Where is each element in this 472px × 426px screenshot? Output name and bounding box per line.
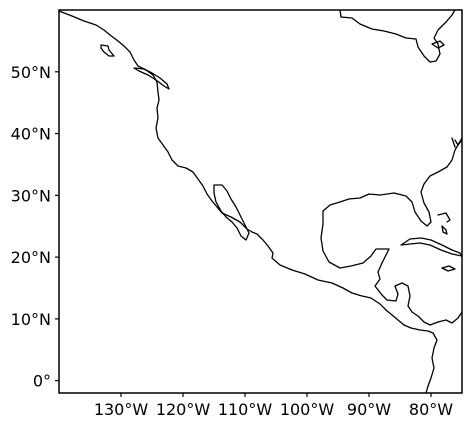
- jamaica: [441, 265, 456, 272]
- james-bay-island: [431, 40, 445, 49]
- x-tick-label: 130°W: [94, 400, 149, 419]
- x-tick-label: 80°W: [409, 400, 453, 419]
- haida-gwaii: [100, 44, 115, 57]
- y-tick-label: 10°N: [11, 310, 51, 329]
- map-frame: [58, 9, 463, 394]
- pacific-coastline: [59, 10, 438, 393]
- x-tick-label: 120°W: [156, 400, 211, 419]
- cuba: [400, 237, 462, 257]
- hudson-bay-coast: [339, 10, 456, 63]
- gulf-coast: [320, 137, 462, 302]
- x-tick-label: 110°W: [218, 400, 273, 419]
- x-tick-label: 100°W: [280, 400, 335, 419]
- y-tick-label: 0°: [33, 372, 51, 391]
- vancouver-island: [133, 67, 170, 90]
- coastlines: [59, 10, 462, 393]
- caribbean-coast: [394, 282, 462, 326]
- y-tick-label: 40°N: [11, 125, 51, 144]
- x-axis-ticks: 130°W 120°W 110°W 100°W 90°W 80°W: [94, 393, 453, 419]
- chesapeake: [451, 137, 462, 148]
- y-tick-label: 20°N: [11, 248, 51, 267]
- x-tick-label: 90°W: [347, 400, 391, 419]
- bahamas: [441, 225, 448, 235]
- y-tick-label: 50°N: [11, 63, 51, 82]
- florida-tip: [437, 212, 451, 223]
- y-axis-ticks: 50°N 40°N 30°N 20°N 10°N 0°: [11, 63, 59, 391]
- baja-california: [213, 184, 250, 241]
- y-tick-label: 30°N: [11, 186, 51, 205]
